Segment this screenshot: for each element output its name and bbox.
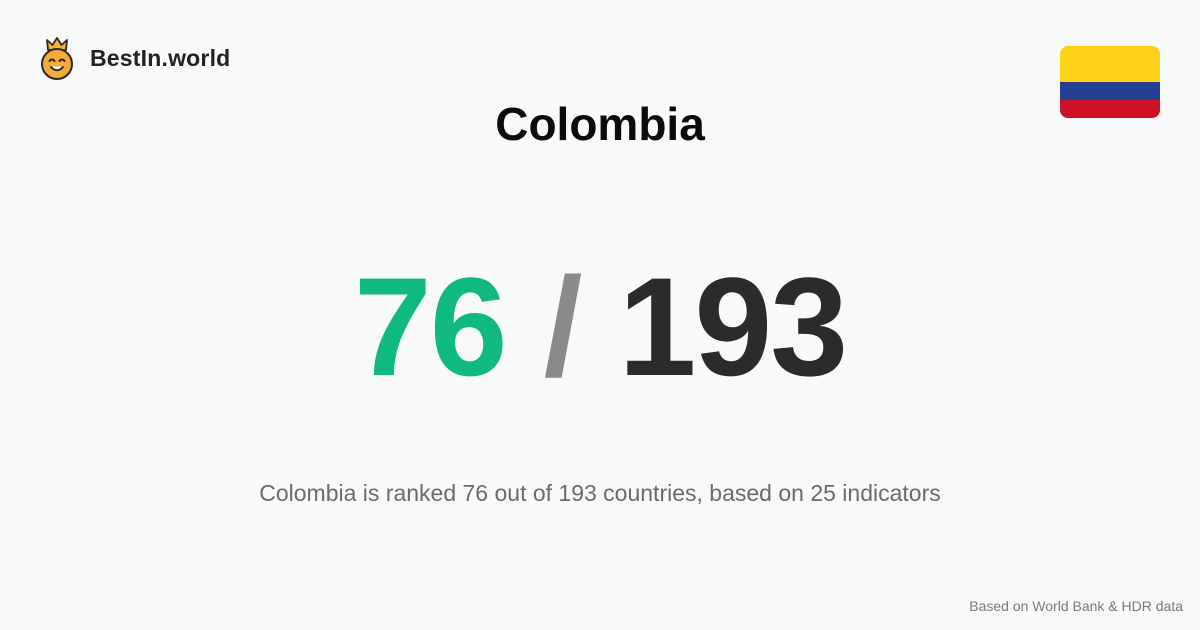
rank-value: 76 <box>353 248 508 405</box>
flag-stripe-red <box>1060 100 1160 118</box>
rank-description: Colombia is ranked 76 out of 193 countri… <box>259 480 941 506</box>
flag-stripe-yellow <box>1060 46 1160 82</box>
rank-display: 76 / 193 <box>0 252 1200 402</box>
brand-name: BestIn.world <box>90 44 231 71</box>
rank-separator: / <box>543 248 583 405</box>
brand[interactable]: BestIn.world <box>38 36 230 80</box>
crowned-smiley-icon <box>41 37 73 80</box>
colombia-flag-icon <box>1060 46 1160 118</box>
source-note: Based on World Bank & HDR data <box>969 598 1183 614</box>
flag-stripe-blue <box>1060 82 1160 100</box>
country-title: Colombia <box>495 98 705 150</box>
rank-total: 193 <box>618 248 849 405</box>
